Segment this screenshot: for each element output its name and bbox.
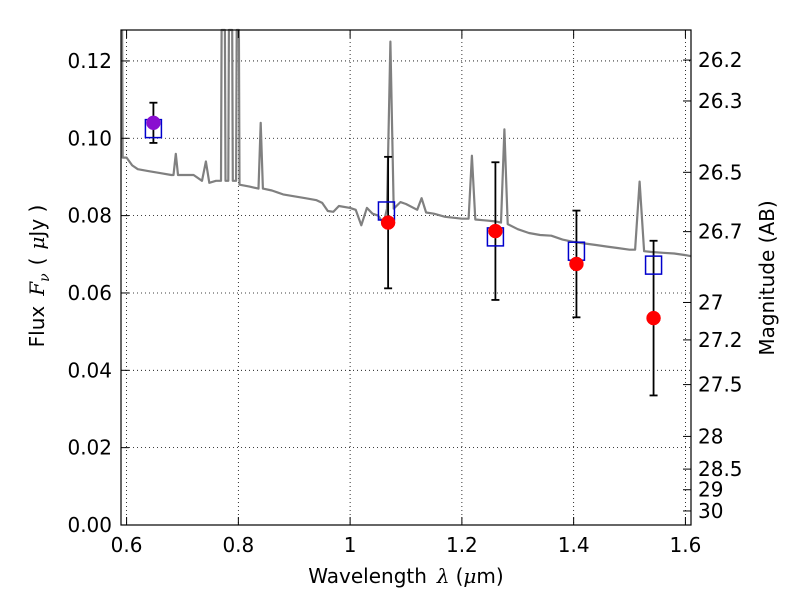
x-tick-label: 1.4 (558, 533, 590, 557)
observed-photometry-point (488, 223, 503, 239)
x-axis-label-unit-mu: μ (463, 564, 476, 588)
y2-axis-label: Magnitude (AB) (755, 200, 779, 355)
observed-photometry-point (646, 310, 661, 326)
y-axis-label-unit-mu: μ (25, 237, 49, 250)
plot-frame (120, 29, 692, 526)
y-tick-label: 0.04 (67, 358, 112, 382)
observed-photometry-layer (146, 115, 661, 326)
y-tick-label: 0.10 (67, 126, 112, 150)
y-tick-label: 0.12 (67, 49, 112, 73)
y2-tick-label: 30 (698, 499, 723, 523)
spectrum-layer (121, 28, 692, 258)
y-axis-label-symbol: F (25, 281, 49, 297)
y-axis-label-unit-rest: Jy ) (25, 205, 49, 239)
y2-tick-label: 29 (698, 478, 723, 502)
y2-tick-label: 26.7 (698, 220, 743, 244)
x-axis-label-unit-rest: m) (476, 564, 503, 588)
x-axis-label-prefix: Wavelength (308, 564, 427, 588)
y-axis-label-prefix: Flux (25, 306, 49, 348)
x-tick-label: 1.6 (670, 533, 702, 557)
y2-tick-label: 27.5 (698, 373, 743, 397)
y-tick-label: 0.06 (67, 281, 112, 305)
y-axis-ticks: 0.00 0.02 0.04 0.06 0.08 0.10 0.12 (67, 49, 129, 537)
x-tick-label: 1 (344, 533, 357, 557)
y-tick-label: 0.00 (67, 513, 112, 537)
model-photometry-square (644, 255, 663, 275)
observed-photometry-point (380, 215, 396, 230)
y-axis-label-subscript: ν (37, 273, 53, 282)
x-axis-ticks: 0.6 0.8 1 1.2 1.4 1.6 (111, 30, 702, 557)
y-tick-label: 0.02 (67, 436, 112, 460)
y2-tick-label: 27.2 (698, 328, 743, 352)
observed-photometry-point (569, 256, 584, 272)
x-tick-label: 0.8 (222, 533, 254, 557)
observed-photometry-point (146, 115, 161, 131)
y2-tick-label: 28 (698, 424, 723, 448)
y2-tick-label: 26.3 (698, 89, 743, 113)
x-tick-label: 1.2 (446, 533, 478, 557)
x-tick-label: 0.6 (111, 533, 143, 557)
y2-tick-label: 27 (698, 290, 723, 314)
spectrum-line (121, 28, 692, 258)
y2-tick-label: 28.5 (698, 457, 743, 481)
y2-tick-label: 26.5 (698, 160, 743, 184)
y-axis-label: Flux Fν ( μJy ) (25, 205, 53, 348)
x-axis-label-symbol: λ (436, 564, 450, 588)
y-tick-label: 0.08 (67, 204, 112, 228)
x-axis-label-unit-open: ( (456, 564, 464, 588)
y-axis-label-unit-open: ( (25, 258, 49, 266)
y2-tick-label: 26.2 (698, 48, 743, 72)
x-axis-label: Wavelength λ (μm) (308, 564, 503, 588)
